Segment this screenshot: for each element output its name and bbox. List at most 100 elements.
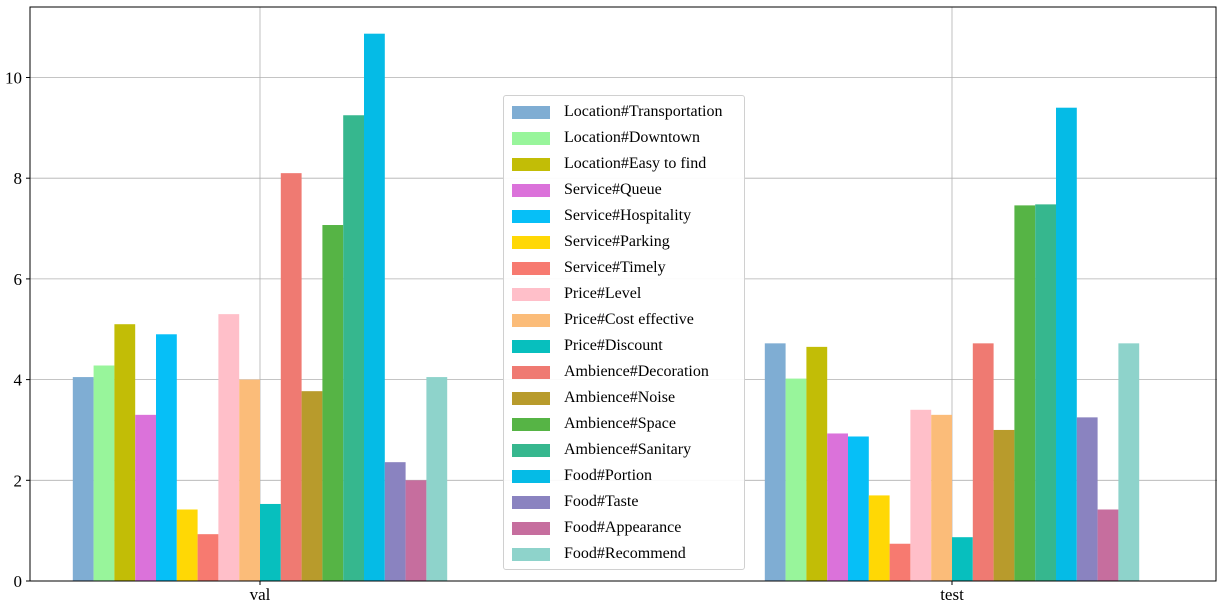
legend-item: Ambience#Sanitary <box>512 437 744 463</box>
legend-swatch <box>512 183 550 197</box>
legend-swatch <box>512 261 550 275</box>
legend-item: Service#Hospitality <box>512 203 744 229</box>
legend-swatch <box>512 547 550 561</box>
legend-label: Price#Cost effective <box>564 311 694 328</box>
bar <box>785 378 807 581</box>
legend-swatch <box>512 391 550 405</box>
y-tick-label: 8 <box>14 169 23 188</box>
legend-swatch <box>512 469 550 483</box>
legend-swatch <box>512 105 550 119</box>
bar <box>1097 509 1119 581</box>
bar <box>1035 204 1056 582</box>
legend-label: Ambience#Noise <box>564 389 676 406</box>
axes: 0 2 4 6 8 10 val test <box>5 6 1217 604</box>
legend-label: Service#Queue <box>564 181 662 198</box>
legend-item: Price#Level <box>512 281 744 307</box>
legend-swatch <box>512 287 550 301</box>
bar <box>952 537 973 581</box>
legend-label: Ambience#Decoration <box>564 363 709 380</box>
bar <box>1056 107 1077 581</box>
legend-item: Price#Discount <box>512 333 744 359</box>
legend-item: Ambience#Noise <box>512 385 744 411</box>
legend-item: Food#Portion <box>512 463 744 489</box>
bars <box>72 33 1140 582</box>
bar <box>280 173 302 581</box>
x-tick-label: test <box>940 585 964 604</box>
legend-label: Location#Downtown <box>564 129 700 146</box>
bar <box>1118 343 1140 581</box>
legend-swatch <box>512 365 550 379</box>
bar <box>93 365 115 581</box>
bar <box>806 346 828 581</box>
legend-item: Service#Parking <box>512 229 744 255</box>
legend-item: Location#Downtown <box>512 125 744 151</box>
bar <box>868 495 890 581</box>
y-tick-label: 2 <box>14 471 23 490</box>
y-tick-label: 0 <box>14 572 23 591</box>
y-tick-label: 4 <box>14 371 23 390</box>
legend-label: Ambience#Space <box>564 415 676 432</box>
bar <box>1014 205 1036 582</box>
legend-swatch <box>512 521 550 535</box>
legend-label: Ambience#Sanitary <box>564 441 692 458</box>
legend-label: Service#Parking <box>564 233 670 250</box>
legend-item: Service#Timely <box>512 255 744 281</box>
legend-label: Service#Hospitality <box>564 207 692 224</box>
y-tick-label: 10 <box>5 68 22 87</box>
legend-item: Food#Recommend <box>512 541 744 567</box>
legend-label: Location#Easy to find <box>564 155 707 172</box>
legend-swatch <box>512 157 550 171</box>
legend-item: Ambience#Decoration <box>512 359 744 385</box>
legend-item: Price#Cost effective <box>512 307 744 333</box>
bar <box>426 377 448 581</box>
bar <box>910 409 932 581</box>
legend-item: Ambience#Space <box>512 411 744 437</box>
plot-frame <box>29 6 1217 582</box>
bar <box>301 391 323 581</box>
legend-item: Food#Taste <box>512 489 744 515</box>
legend-item: Location#Transportation <box>512 99 744 125</box>
x-tick-label: val <box>250 585 271 604</box>
legend-label: Food#Recommend <box>564 545 686 562</box>
legend-swatch <box>512 209 550 223</box>
bar <box>260 503 281 581</box>
legend-label: Location#Transportation <box>564 103 723 120</box>
legend-swatch <box>512 131 550 145</box>
bar <box>72 377 94 581</box>
legend-label: Service#Timely <box>564 259 666 276</box>
legend-swatch <box>512 339 550 353</box>
bar <box>405 480 427 581</box>
bar <box>384 462 406 581</box>
legend-label: Price#Discount <box>564 337 663 354</box>
bar <box>239 379 260 581</box>
legend-swatch <box>512 417 550 431</box>
bar <box>156 334 177 581</box>
bar <box>322 225 344 582</box>
legend-label: Food#Portion <box>564 467 653 484</box>
bar <box>197 534 219 581</box>
bar <box>931 414 952 581</box>
bar <box>993 429 1015 581</box>
bar <box>135 414 156 581</box>
bar <box>176 509 198 581</box>
legend-label: Food#Taste <box>564 493 639 510</box>
bar <box>972 343 994 581</box>
legend-swatch <box>512 443 550 457</box>
legend-swatch <box>512 235 550 249</box>
bar <box>889 543 911 581</box>
legend-label: Food#Appearance <box>564 519 682 536</box>
bar <box>1076 417 1098 581</box>
legend-item: Food#Appearance <box>512 515 744 541</box>
legend: Location#Transportation Location#Downtown… <box>503 95 745 570</box>
legend-item: Service#Queue <box>512 177 744 203</box>
y-tick-label: 6 <box>14 270 23 289</box>
legend-item: Location#Easy to find <box>512 151 744 177</box>
bar <box>364 33 385 581</box>
bar <box>114 324 136 581</box>
bar <box>827 433 848 581</box>
bar <box>218 314 240 581</box>
bar <box>848 436 869 581</box>
legend-swatch <box>512 313 550 327</box>
bar <box>764 343 786 581</box>
